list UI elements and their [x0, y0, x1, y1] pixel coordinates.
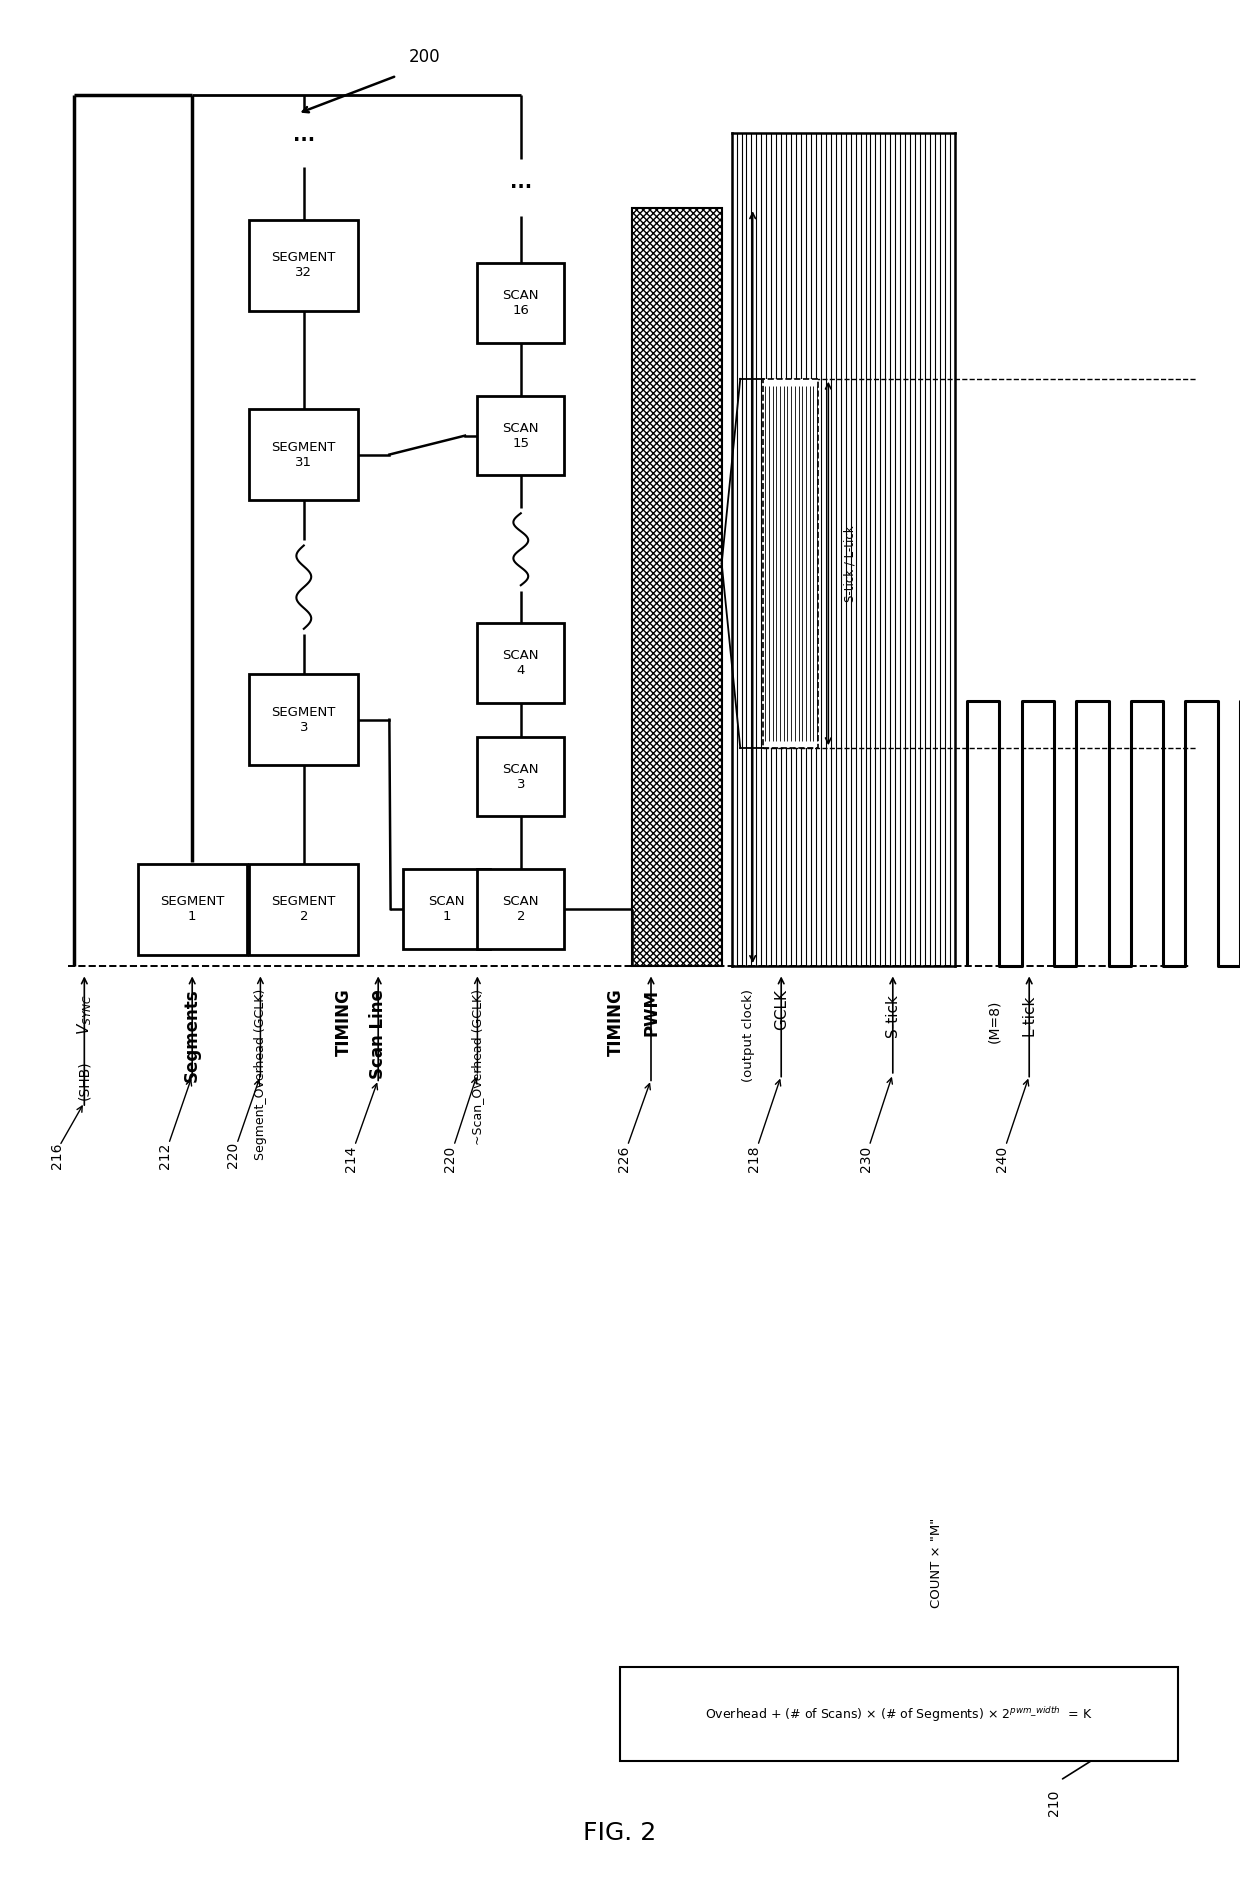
- Text: SCAN
1: SCAN 1: [428, 896, 465, 922]
- Text: 240: 240: [994, 1146, 1009, 1172]
- Text: GCLK: GCLK: [774, 989, 789, 1030]
- Text: TIMING: TIMING: [335, 989, 352, 1057]
- Bar: [249, 409, 358, 500]
- Text: Segments: Segments: [184, 989, 201, 1081]
- Text: 218: 218: [746, 1146, 761, 1172]
- Text: FIG. 2: FIG. 2: [583, 1822, 657, 1845]
- Text: SCAN
16: SCAN 16: [502, 290, 539, 316]
- Text: $2^{pwm\_width}$: $2^{pwm\_width}$: [768, 557, 784, 617]
- Bar: [477, 623, 564, 703]
- Text: TIMING: TIMING: [608, 989, 625, 1057]
- Text: (M=8): (M=8): [987, 1000, 1002, 1044]
- Text: SCAN
4: SCAN 4: [502, 650, 539, 676]
- Text: L-tick: L-tick: [1022, 994, 1037, 1036]
- Text: 220: 220: [443, 1146, 458, 1172]
- Text: SCAN
15: SCAN 15: [502, 422, 539, 449]
- Text: 214: 214: [343, 1146, 358, 1172]
- Text: S-tick / L-tick: S-tick / L-tick: [843, 525, 856, 602]
- Text: S-tick: S-tick: [885, 994, 900, 1038]
- Text: Overhead + (# of Scans) $\times$ (# of Segments) $\times$ 2$^{pwm\_width}$  = K: Overhead + (# of Scans) $\times$ (# of S…: [706, 1705, 1092, 1724]
- Text: PWM: PWM: [642, 989, 660, 1036]
- Text: (output clock): (output clock): [743, 989, 755, 1081]
- Text: 230: 230: [858, 1146, 873, 1172]
- Text: (SHB): (SHB): [77, 1061, 92, 1100]
- Bar: [632, 208, 722, 966]
- Text: 200: 200: [409, 47, 441, 66]
- Bar: [763, 379, 818, 748]
- Text: ···: ···: [293, 131, 315, 150]
- Text: Segment_Overhead (GCLK): Segment_Overhead (GCLK): [254, 989, 267, 1159]
- Text: SCAN
2: SCAN 2: [502, 896, 539, 922]
- Text: SEGMENT
31: SEGMENT 31: [272, 441, 336, 468]
- Bar: [477, 737, 564, 816]
- Text: ~Scan_Overhead (GCLK): ~Scan_Overhead (GCLK): [471, 989, 484, 1144]
- Bar: [249, 220, 358, 311]
- Bar: [249, 864, 358, 955]
- Text: $\mathit{V}_{SYNC}$: $\mathit{V}_{SYNC}$: [74, 994, 94, 1036]
- Text: 226: 226: [616, 1146, 631, 1172]
- Text: 210: 210: [1047, 1790, 1061, 1816]
- Bar: [620, 1667, 1178, 1761]
- Bar: [477, 869, 564, 949]
- Text: Scan Line: Scan Line: [370, 989, 387, 1078]
- Bar: [477, 263, 564, 343]
- Text: 220: 220: [226, 1142, 241, 1169]
- Text: SEGMENT
2: SEGMENT 2: [272, 896, 336, 922]
- Bar: [249, 674, 358, 765]
- Text: ···: ···: [510, 178, 532, 197]
- Text: SEGMENT
3: SEGMENT 3: [272, 706, 336, 733]
- Text: SEGMENT
32: SEGMENT 32: [272, 252, 336, 278]
- Text: COUNT × "M": COUNT × "M": [930, 1517, 942, 1608]
- Bar: [403, 869, 490, 949]
- Text: 216: 216: [50, 1142, 64, 1169]
- Bar: [477, 396, 564, 475]
- Text: SEGMENT
1: SEGMENT 1: [160, 896, 224, 922]
- Bar: [138, 864, 247, 955]
- Text: SCAN
3: SCAN 3: [502, 763, 539, 790]
- Text: 212: 212: [157, 1142, 172, 1169]
